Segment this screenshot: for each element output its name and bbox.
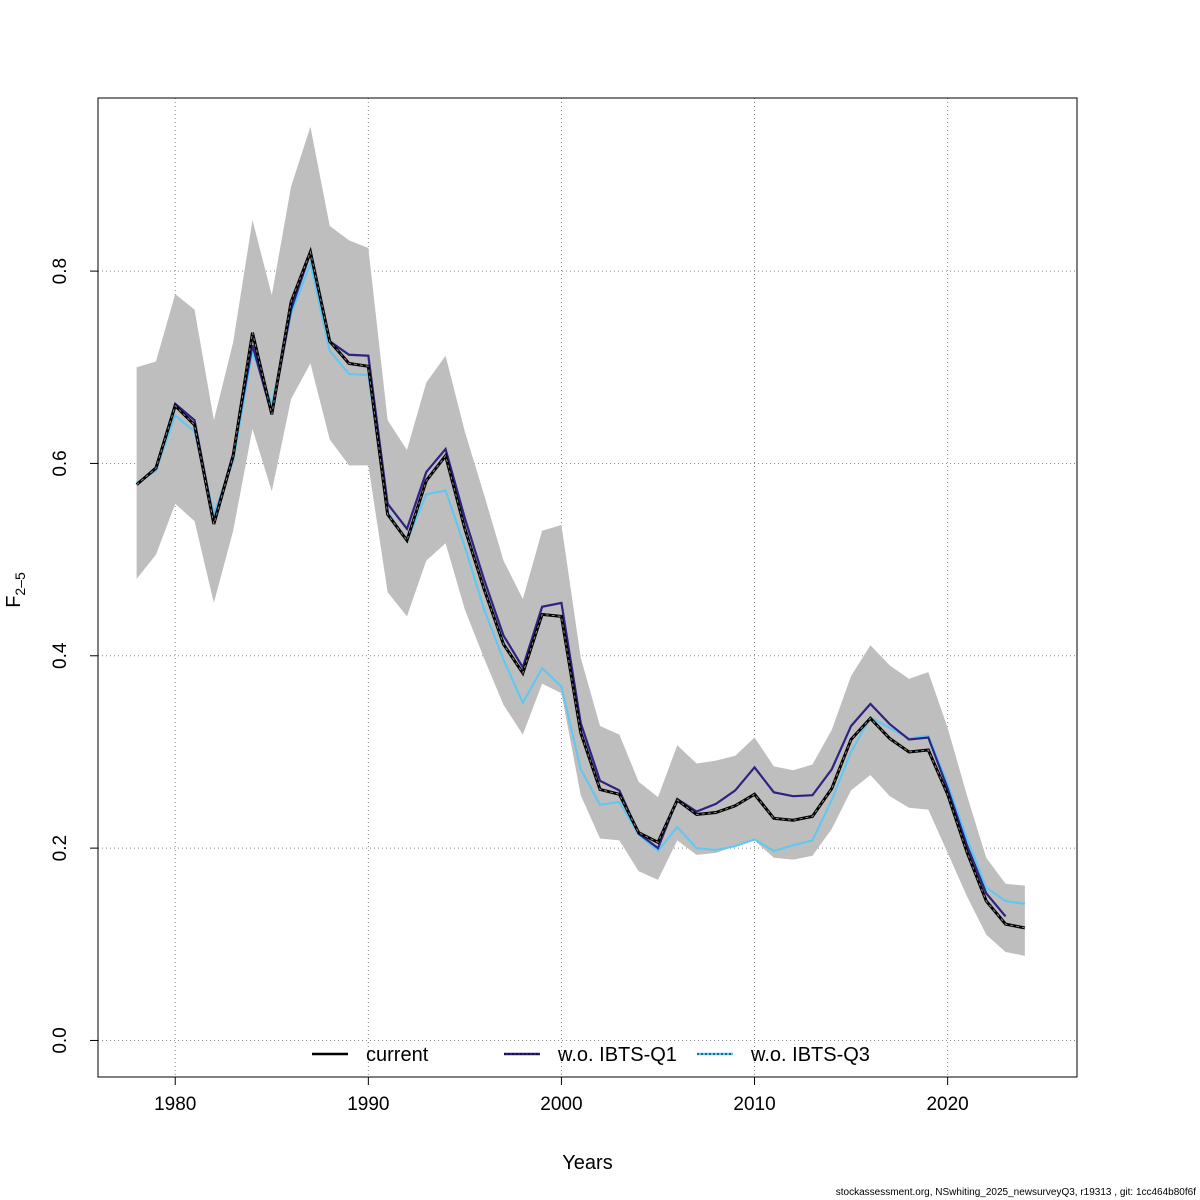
legend-item-current: current: [312, 1044, 429, 1066]
confidence-band: [136, 126, 1025, 956]
y-tick-label: 0.4: [50, 642, 71, 669]
series-lines: [135, 246, 1026, 930]
x-tick-label: 1980: [154, 1094, 196, 1115]
x-tick-label: 2000: [540, 1094, 582, 1115]
legend-item-wo-ibts-q3: w.o. IBTS-Q3: [697, 1044, 870, 1066]
x-tick-label: 1990: [347, 1094, 389, 1115]
legend: current w.o. IBTS-Q1 w.o. IBTS-Q3: [312, 1044, 870, 1066]
y-tick-label: 0.8: [50, 258, 71, 284]
y-axis: 0.0 0.2 0.4 0.6 0.8: [50, 258, 98, 1054]
confidence-band-area: [136, 126, 1025, 956]
x-axis: 1980 1990 2000 2010 2020: [154, 1077, 969, 1115]
plot-frame: [97, 97, 1078, 1078]
legend-label: current: [366, 1044, 429, 1066]
footer-credit: stockassessment.org, NSwhiting_2025_news…: [835, 1187, 1196, 1198]
y-tick-label: 0.6: [50, 450, 71, 476]
x-tick-label: 2010: [733, 1094, 775, 1115]
x-tick-label: 2020: [926, 1094, 968, 1115]
y-tick-label: 0.2: [50, 835, 71, 861]
legend-item-wo-ibts-q1: w.o. IBTS-Q1: [504, 1044, 677, 1066]
x-axis-title: Years: [562, 1152, 612, 1174]
series-line-current-highlight: [136, 250, 1025, 929]
y-tick-label: 0.0: [50, 1027, 71, 1053]
y-axis-title-main: F: [3, 596, 25, 608]
legend-label: w.o. IBTS-Q1: [557, 1044, 677, 1066]
legend-label: w.o. IBTS-Q3: [750, 1044, 870, 1066]
grid-lines: [98, 98, 1077, 1077]
y-axis-title: F2–5: [3, 572, 28, 608]
y-axis-title-subscript: 2–5: [12, 572, 28, 596]
